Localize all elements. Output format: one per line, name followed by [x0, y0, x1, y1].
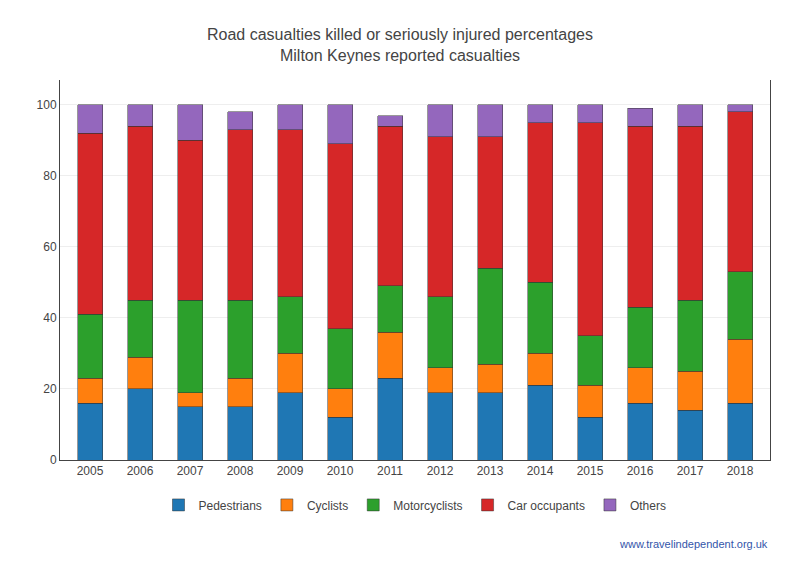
svg-text:2008: 2008: [227, 464, 254, 478]
svg-text:2015: 2015: [577, 464, 604, 478]
svg-text:2009: 2009: [277, 464, 304, 478]
svg-text:2013: 2013: [477, 464, 504, 478]
svg-text:40: 40: [43, 311, 57, 325]
svg-text:2011: 2011: [377, 464, 403, 478]
svg-text:2006: 2006: [127, 464, 154, 478]
svg-text:2005: 2005: [77, 464, 104, 478]
svg-text:100: 100: [37, 98, 57, 112]
svg-text:2014: 2014: [527, 464, 554, 478]
svg-text:Others: Others: [630, 499, 666, 513]
svg-text:www.travelindependent.org.uk: www.travelindependent.org.uk: [619, 538, 768, 550]
svg-text:Cyclists: Cyclists: [307, 499, 348, 513]
svg-text:2017: 2017: [677, 464, 704, 478]
svg-text:Motorcyclists: Motorcyclists: [393, 499, 462, 513]
svg-text:Road casualties killed or seri: Road casualties killed or seriously inju…: [207, 26, 593, 64]
svg-text:0: 0: [50, 453, 57, 467]
svg-text:2012: 2012: [427, 464, 454, 478]
svg-text:60: 60: [43, 240, 57, 254]
svg-text:Pedestrians: Pedestrians: [199, 499, 262, 513]
svg-text:80: 80: [43, 169, 57, 183]
svg-text:2010: 2010: [327, 464, 354, 478]
svg-text:Car occupants: Car occupants: [508, 499, 585, 513]
svg-text:2007: 2007: [177, 464, 204, 478]
svg-text:2018: 2018: [727, 464, 754, 478]
svg-text:2016: 2016: [627, 464, 654, 478]
svg-text:20: 20: [43, 382, 57, 396]
